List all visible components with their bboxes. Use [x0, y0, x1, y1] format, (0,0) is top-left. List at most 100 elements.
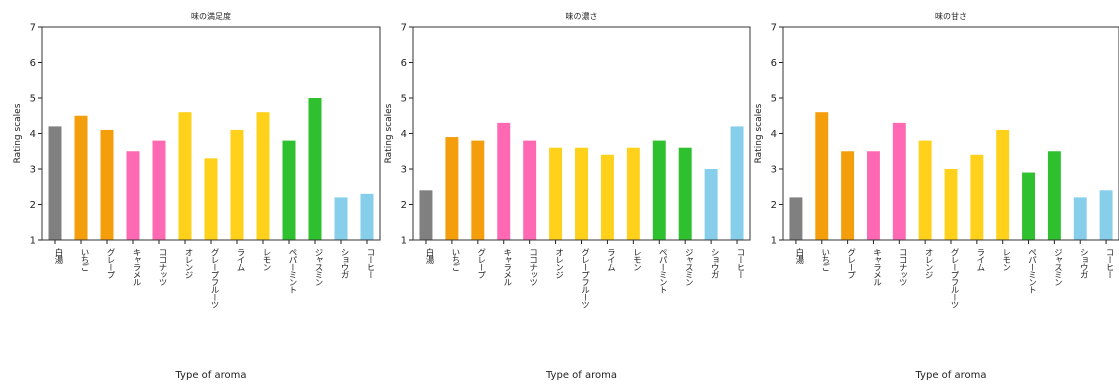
y-tick-label: 3 — [771, 165, 777, 176]
x-tick-label: 白湯 — [53, 247, 63, 264]
y-tick-label: 7 — [401, 23, 407, 34]
bar-2 — [815, 112, 828, 240]
x-tick-label: ジャスミン — [683, 248, 693, 286]
x-tick-label: いちご — [820, 248, 830, 271]
bar-13 — [1100, 190, 1113, 240]
bar-1 — [419, 190, 432, 240]
x-tick-label: ライム — [975, 248, 985, 271]
bar-4 — [127, 151, 140, 240]
bar-3 — [101, 130, 114, 240]
bar-3 — [841, 151, 854, 240]
chart-panel-1: 味の満足度 Rating scales 1 2 3 4 5 6 7 白湯 いちご グレープ キャラメル コ… — [13, 11, 380, 381]
y-tick-label: 3 — [30, 165, 36, 176]
chart-panel-2: 味の濃さ Rating scales 1 2 3 4 5 6 7 白湯 いちご グレープ キャラメル ココ… — [384, 11, 750, 381]
bar-5 — [153, 141, 166, 240]
y-tick-label: 6 — [401, 58, 407, 69]
x-tick-label: オレンジ — [554, 248, 564, 279]
bar-1 — [49, 126, 62, 240]
bar-5 — [893, 123, 906, 240]
chart-title: 味の濃さ — [566, 11, 598, 21]
chart-title: 味の甘さ — [935, 11, 967, 21]
bar-5 — [523, 141, 536, 240]
y-axis-label: Rating scales — [754, 103, 764, 163]
y-tick-label: 7 — [771, 23, 777, 34]
bar-1 — [789, 197, 802, 240]
chart-title: 味の満足度 — [191, 11, 231, 21]
x-tick-label: キャラメル — [871, 248, 881, 286]
bar-10 — [283, 141, 296, 240]
bar-9 — [257, 112, 270, 240]
x-tick-label: ショウガ — [339, 248, 349, 279]
bar-8 — [970, 155, 983, 240]
y-tick-label: 5 — [771, 94, 777, 105]
bar-8 — [231, 130, 244, 240]
y-tick-label: 6 — [771, 58, 777, 69]
x-tick-label: グレープ — [846, 248, 856, 279]
x-tick-label: キャラメル — [131, 248, 141, 286]
x-tick-label: ココナッツ — [528, 248, 538, 286]
y-tick-label: 2 — [30, 200, 36, 211]
bar-11 — [309, 98, 322, 240]
x-tick-label: ペパーミント — [657, 248, 667, 294]
y-tick-label: 1 — [771, 236, 777, 247]
x-tick-label: コーヒー — [1104, 248, 1114, 278]
x-tick-label: グレープフルーツ — [949, 248, 959, 309]
y-tick-label: 4 — [30, 129, 36, 140]
bar-4 — [867, 151, 880, 240]
chart-panel-3: 味の甘さ Rating scales 1 2 3 4 5 6 7 白湯 いちご グレープ キャラメル ココ… — [754, 11, 1119, 381]
x-tick-label: グレープフルーツ — [580, 248, 590, 309]
x-tick-label: ココナッツ — [897, 248, 907, 286]
bar-4 — [497, 123, 510, 240]
x-tick-label: ペパーミント — [1027, 248, 1037, 294]
y-tick-label: 3 — [401, 165, 407, 176]
x-tick-label: オレンジ — [923, 248, 933, 279]
x-tick-label: ショウガ — [1078, 248, 1088, 279]
x-tick-label: キャラメル — [502, 248, 512, 286]
x-tick-label: グレープ — [105, 248, 115, 279]
bar-9 — [996, 130, 1009, 240]
y-tick-label: 5 — [401, 94, 407, 105]
x-tick-label: グレープ — [476, 248, 486, 279]
x-tick-label: いちご — [450, 248, 460, 271]
x-tick-label: ココナッツ — [157, 248, 167, 286]
x-tick-label: ジャスミン — [313, 248, 323, 286]
x-tick-label: ライム — [235, 248, 245, 271]
x-tick-label: ショウガ — [709, 248, 719, 279]
bar-6 — [179, 112, 192, 240]
x-tick-label: 白湯 — [424, 247, 434, 264]
bar-12 — [705, 169, 718, 240]
x-tick-label: レモン — [631, 248, 641, 271]
x-tick-label: 白湯 — [794, 247, 804, 264]
x-tick-label: レモン — [261, 248, 271, 271]
y-tick-label: 6 — [30, 58, 36, 69]
bar-7 — [575, 148, 588, 240]
x-tick-label: グレープフルーツ — [209, 248, 219, 309]
y-tick-label: 4 — [771, 129, 777, 140]
bar-12 — [1074, 197, 1087, 240]
bar-10 — [653, 141, 666, 240]
y-tick-label: 2 — [401, 200, 407, 211]
x-tick-label: オレンジ — [183, 248, 193, 279]
bar-11 — [679, 148, 692, 240]
x-tick-label: レモン — [1001, 248, 1011, 271]
bar-10 — [1022, 173, 1035, 240]
y-tick-label: 4 — [401, 129, 407, 140]
y-axis-label: Rating scales — [384, 103, 394, 163]
bar-3 — [471, 141, 484, 240]
y-axis-label: Rating scales — [13, 103, 23, 163]
y-tick-label: 1 — [401, 236, 407, 247]
y-tick-label: 1 — [30, 236, 36, 247]
bar-6 — [549, 148, 562, 240]
y-tick-label: 5 — [30, 94, 36, 105]
bar-2 — [75, 116, 88, 240]
bar-13 — [731, 126, 744, 240]
bar-11 — [1048, 151, 1061, 240]
bar-6 — [919, 141, 932, 240]
bar-7 — [205, 158, 218, 240]
bar-2 — [445, 137, 458, 240]
x-tick-label: ジャスミン — [1052, 248, 1062, 286]
x-axis-label: Type of aroma — [175, 370, 247, 381]
bar-13 — [361, 194, 374, 240]
